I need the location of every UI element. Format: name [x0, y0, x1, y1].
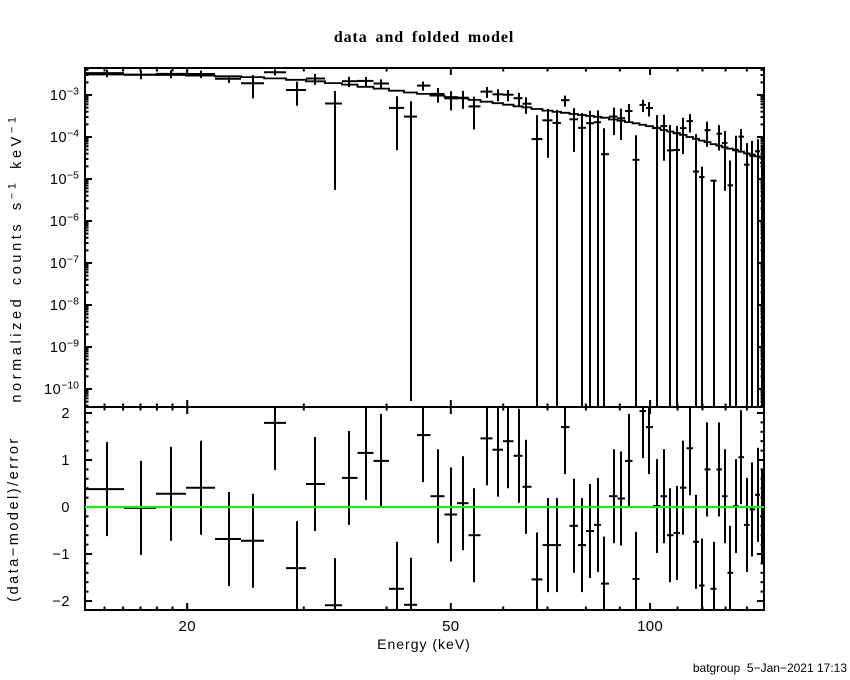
svg-text:normalized counts s−1 keV−1: normalized counts s−1 keV−1 [7, 113, 26, 402]
svg-text:0: 0 [61, 500, 70, 516]
svg-text:(data−model)/error: (data−model)/error [6, 436, 22, 601]
svg-text:−1: −1 [52, 547, 70, 563]
svg-text:20: 20 [179, 618, 196, 635]
svg-text:−2: −2 [52, 594, 70, 610]
svg-text:1: 1 [61, 453, 70, 469]
svg-text:data and folded model: data and folded model [334, 29, 514, 46]
svg-text:50: 50 [442, 618, 459, 635]
svg-text:Energy (keV): Energy (keV) [377, 636, 471, 652]
svg-text:batgroup 5−Jan−2021 17:13: batgroup 5−Jan−2021 17:13 [693, 661, 847, 675]
svg-text:2: 2 [61, 406, 70, 422]
svg-text:100: 100 [637, 618, 663, 635]
